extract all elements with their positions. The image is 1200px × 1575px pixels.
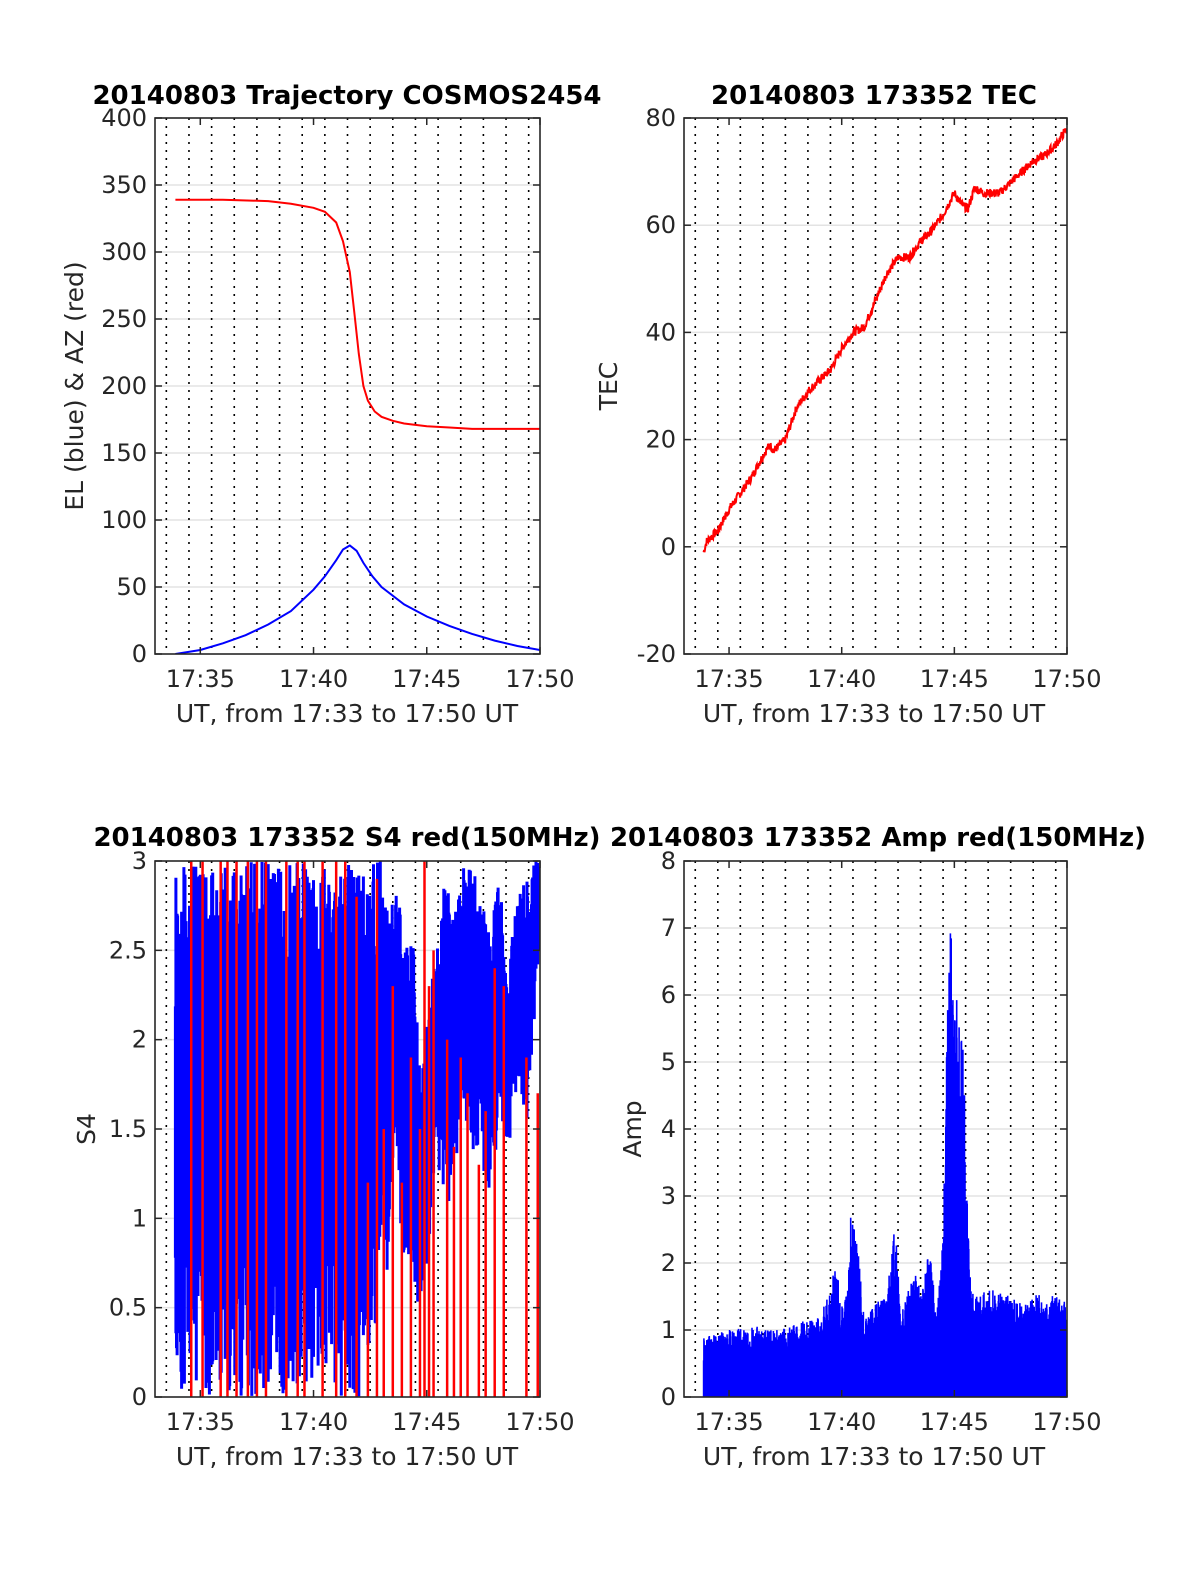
traj-xtick-label: 17:45 xyxy=(392,665,461,693)
traj-ytick-label: 350 xyxy=(101,171,147,199)
amp-ytick-label: 7 xyxy=(661,914,676,942)
s4-xtick-label: 17:50 xyxy=(505,1408,574,1436)
amp-ytick-label: 4 xyxy=(661,1115,676,1143)
s4-xtick-label: 17:35 xyxy=(166,1408,235,1436)
amp-ytick-label: 3 xyxy=(661,1182,676,1210)
tec-axes-box xyxy=(683,117,1068,655)
trajectory-xlabel: UT, from 17:33 to 17:50 UT xyxy=(176,699,519,728)
amp-xlabel: UT, from 17:33 to 17:50 UT xyxy=(703,1442,1046,1471)
amp-xtick-label: 17:50 xyxy=(1032,1408,1101,1436)
tec-xtick-label: 17:50 xyxy=(1032,665,1101,693)
amp-plot-area xyxy=(702,933,1067,1397)
s4-plot-area xyxy=(173,861,540,1397)
s4-title: 20140803 173352 S4 red(150MHz) xyxy=(93,823,600,853)
s4-panel: 20140803 173352 S4 red(150MHz) UT, from … xyxy=(72,823,601,1471)
tec-series-0 xyxy=(702,127,1067,553)
traj-ytick-label: 400 xyxy=(101,104,147,132)
s4-ytick-label: 1 xyxy=(132,1204,147,1232)
amp-xtick-label: 17:40 xyxy=(807,1408,876,1436)
traj-plot-area xyxy=(175,198,540,654)
traj-ytick-label: 250 xyxy=(101,305,147,333)
amp-xtick-label: 17:35 xyxy=(694,1408,763,1436)
trajectory-ylabel: EL (blue) & AZ (red) xyxy=(60,261,89,510)
amp-ylabel: Amp xyxy=(618,1100,647,1157)
tec-xtick-label: 17:45 xyxy=(920,665,989,693)
amp-panel: 20140803 173352 Amp red(150MHz) UT, from… xyxy=(610,823,1146,1471)
tec-plot-area xyxy=(702,127,1067,553)
amp-xtick-label: 17:45 xyxy=(920,1408,989,1436)
traj-ytick-label: 200 xyxy=(101,372,147,400)
s4-xtick-label: 17:40 xyxy=(279,1408,348,1436)
s4-xlabel: UT, from 17:33 to 17:50 UT xyxy=(176,1442,519,1471)
tec-ytick-label: 40 xyxy=(645,318,676,346)
s4-ytick-label: 3 xyxy=(132,847,147,875)
trajectory-panel: 20140803 Trajectory COSMOS2454 UT, from … xyxy=(60,81,602,728)
traj-ytick-label: 300 xyxy=(101,238,147,266)
amp-ytick-label: 8 xyxy=(661,847,676,875)
traj-ytick-label: 50 xyxy=(116,573,147,601)
tec-panel: 20140803 173352 TEC UT, from 17:33 to 17… xyxy=(594,81,1102,728)
tec-ylabel: TEC xyxy=(594,362,623,412)
traj-ytick-label: 0 xyxy=(132,640,147,668)
traj-series-0 xyxy=(175,198,540,430)
amp-series-blue xyxy=(702,933,1067,1397)
trajectory-title: 20140803 Trajectory COSMOS2454 xyxy=(92,81,601,111)
traj-ytick-label: 100 xyxy=(101,506,147,534)
traj-xtick-label: 17:35 xyxy=(166,665,235,693)
tec-ytick-label: -20 xyxy=(637,640,676,668)
tec-xtick-label: 17:40 xyxy=(807,665,876,693)
amp-ytick-label: 0 xyxy=(661,1383,676,1411)
s4-ytick-label: 0 xyxy=(132,1383,147,1411)
amp-ytick-label: 6 xyxy=(661,981,676,1009)
s4-xtick-label: 17:45 xyxy=(392,1408,461,1436)
tec-xlabel: UT, from 17:33 to 17:50 UT xyxy=(703,699,1046,728)
tec-title: 20140803 173352 TEC xyxy=(711,81,1037,111)
amp-ytick-label: 2 xyxy=(661,1249,676,1277)
traj-ytick-label: 150 xyxy=(101,439,147,467)
s4-ytick-label: 1.5 xyxy=(109,1115,147,1143)
amp-ytick-label: 1 xyxy=(661,1316,676,1344)
s4-ylabel: S4 xyxy=(72,1113,101,1145)
amp-ytick-label: 5 xyxy=(661,1048,676,1076)
s4-ytick-label: 2.5 xyxy=(109,936,147,964)
tec-ytick-label: 0 xyxy=(661,533,676,561)
traj-xtick-label: 17:50 xyxy=(505,665,574,693)
tec-ytick-label: 20 xyxy=(645,426,676,454)
traj-xtick-label: 17:40 xyxy=(279,665,348,693)
s4-ytick-label: 2 xyxy=(132,1026,147,1054)
s4-ytick-label: 0.5 xyxy=(109,1294,147,1322)
traj-series-1 xyxy=(175,544,540,654)
tec-ytick-label: 80 xyxy=(645,104,676,132)
amp-title: 20140803 173352 Amp red(150MHz) xyxy=(610,823,1146,853)
tec-ytick-label: 60 xyxy=(645,211,676,239)
tec-xtick-label: 17:35 xyxy=(694,665,763,693)
